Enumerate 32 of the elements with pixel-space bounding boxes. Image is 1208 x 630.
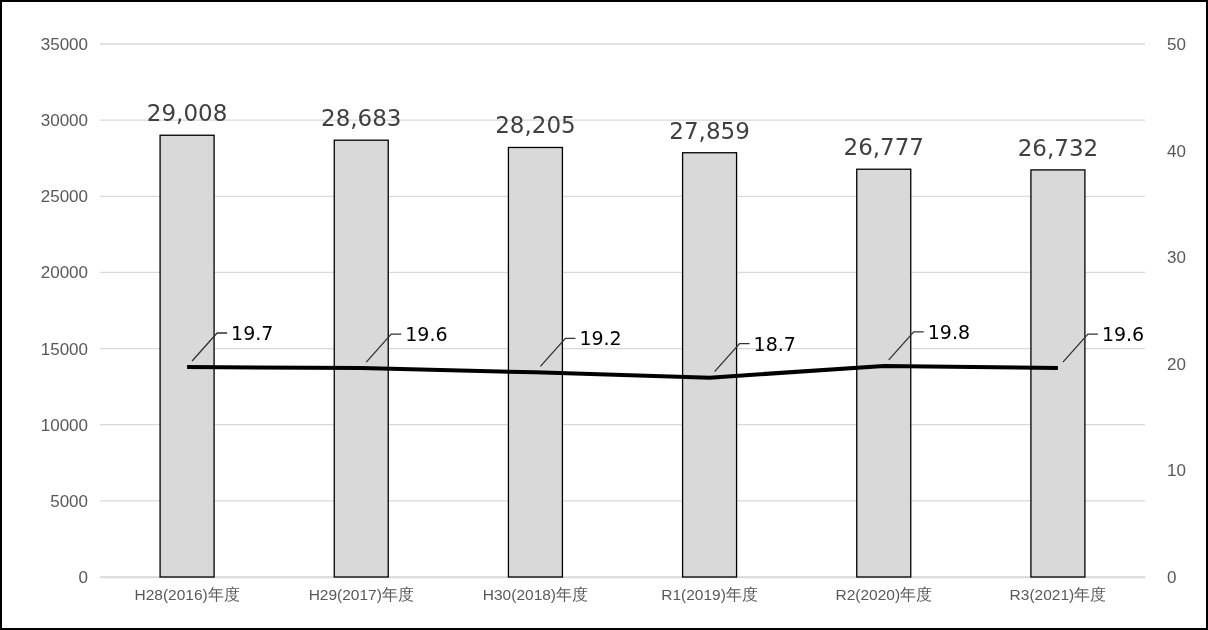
data-label: 28,205 [495,112,576,139]
data-label: 19.8 [927,320,971,343]
y-tick-label: 35000 [40,34,88,54]
x-tick-label: R1(2019)年度 [661,586,758,604]
y-tick-label: 5000 [50,491,88,511]
data-label: 27,859 [669,117,750,144]
y2-tick-label: 0 [1167,567,1177,587]
data-label: 28,683 [321,105,402,132]
data-label: 19.2 [579,327,622,350]
y2-tick-label: 50 [1167,34,1186,54]
data-label: 19.6 [405,323,448,346]
data-label: 26,777 [843,134,924,161]
y2-tick-label: 40 [1167,141,1186,161]
y-tick-label: 10000 [40,415,88,435]
y-tick-label: 0 [78,567,88,587]
y-tick-label: 25000 [40,187,88,207]
data-label: 19.7 [231,322,274,344]
y2-tick-label: 30 [1167,248,1186,268]
y-tick-label: 20000 [40,263,88,283]
x-tick-label: H30(2018)年度 [482,586,589,604]
x-tick-label: H28(2016)年度 [134,586,240,604]
x-tick-label: R2(2020)年度 [835,586,933,604]
y-tick-label: 15000 [40,339,88,359]
data-label: 26,732 [1017,134,1099,161]
y-tick-label: 30000 [40,111,88,131]
data-label: 29,008 [146,100,228,127]
data-label: 19.6 [1101,323,1145,346]
x-tick-label: R3(2021)年度 [1009,586,1107,604]
y2-tick-label: 10 [1167,461,1186,481]
data-label: 18.7 [753,332,796,355]
y2-tick-label: 20 [1167,354,1186,374]
x-tick-label: H29(2017)年度 [308,586,414,604]
